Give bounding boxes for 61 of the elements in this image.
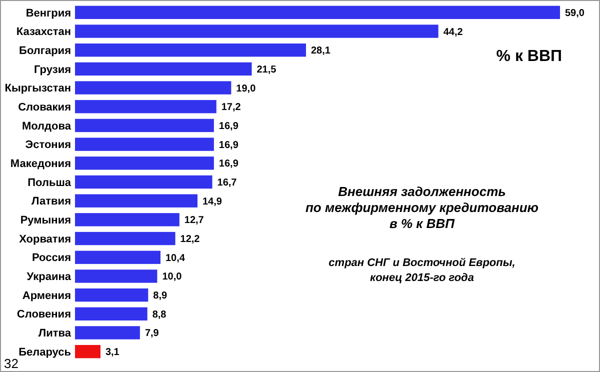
y-tick-label: Венгрия: [26, 7, 71, 20]
annotation: % к ВВП: [496, 48, 562, 65]
bar: [75, 138, 214, 151]
y-tick-label: Хорватия: [19, 233, 71, 246]
data-label: 7,9: [144, 328, 160, 340]
data-label: 16,9: [218, 140, 239, 151]
data-label: 10,4: [165, 252, 186, 264]
data-label: 44,2: [443, 26, 464, 38]
bar: [75, 100, 216, 114]
bar: [75, 62, 252, 76]
data-label: 19,0: [236, 83, 256, 94]
y-tick-label: Грузия: [34, 64, 71, 76]
data-label: 12,7: [184, 215, 204, 226]
data-label: 28,1: [310, 46, 331, 57]
bar: [75, 288, 148, 302]
y-tick-label: Латвия: [32, 196, 71, 208]
y-tick-label: Молдова: [22, 120, 72, 132]
data-label: 8,9: [153, 290, 168, 302]
data-label: 10,0: [162, 272, 182, 283]
y-tick-label: Армения: [22, 290, 71, 302]
y-tick-label: Кыргызстан: [4, 82, 71, 95]
bar: [75, 213, 180, 226]
y-tick-label: Словения: [16, 308, 71, 321]
bar: [75, 344, 100, 358]
bar: [75, 24, 438, 38]
bar: [75, 270, 158, 283]
y-tick-label: Словакия: [18, 101, 71, 114]
data-label: 3,1: [105, 347, 120, 358]
data-label: 59,0: [565, 8, 585, 19]
y-tick-label: Македония: [10, 158, 71, 170]
data-label: 16,7: [217, 178, 238, 188]
y-tick-label: Украина: [26, 271, 72, 284]
y-tick-label: Литва: [38, 328, 72, 340]
bar: [75, 156, 214, 170]
y-tick-label: Эстония: [25, 139, 71, 152]
data-label: 14,9: [202, 196, 222, 208]
data-label: 17,2: [221, 102, 242, 114]
y-tick-label: Беларусь: [18, 346, 72, 358]
bar: [75, 307, 148, 320]
y-tick-label: Румыния: [20, 214, 71, 227]
data-label: 21,5: [256, 64, 277, 76]
bar: [75, 175, 212, 189]
data-label: 8,8: [152, 309, 167, 320]
y-tick-label: Россия: [32, 252, 71, 264]
bar: [75, 326, 140, 340]
data-label: 12,2: [180, 234, 200, 246]
bar: [75, 250, 160, 264]
bar: [75, 232, 176, 246]
bar: [75, 194, 198, 208]
y-tick-label: Польша: [28, 176, 72, 189]
data-label: 16,9: [218, 158, 239, 170]
bar: [75, 6, 560, 20]
text: стран СНГ и Восточной Европы, конец 2015-го года: [328, 257, 516, 284]
data-label: 16,9: [218, 120, 239, 132]
bar: [75, 118, 214, 132]
text: Внешняя задолженность по межфирменному кредитованию в % к ВВП: [305, 184, 539, 231]
y-tick-label: Казахстан: [16, 26, 71, 38]
bar: [75, 44, 306, 57]
bar: [75, 81, 232, 94]
y-tick-label: Болгария: [19, 44, 71, 57]
text: 32: [4, 356, 18, 371]
